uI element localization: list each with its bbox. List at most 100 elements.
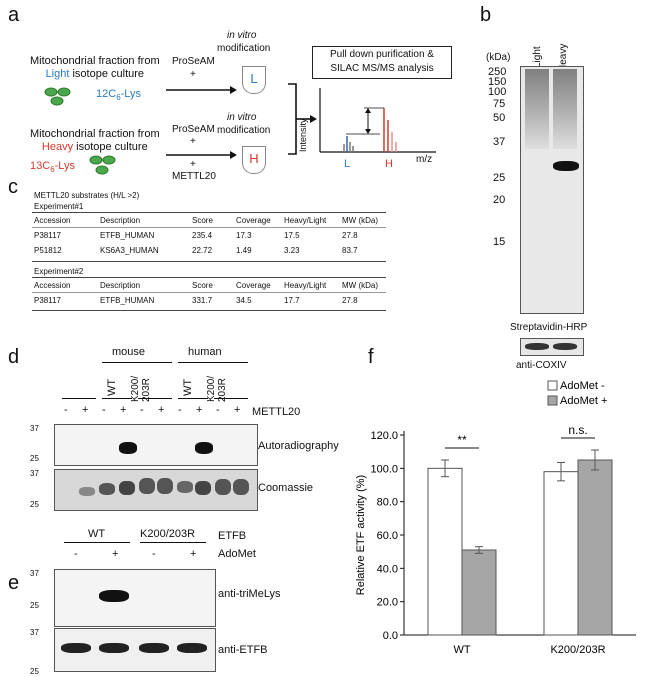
autoradiography-label: Autoradiography [258,440,339,452]
cell: 3.23 [284,246,300,255]
e-etfb-label: ETFB [218,530,247,542]
cell: 22.72 [192,246,213,255]
table1-header-rule [32,227,386,228]
table2-header-rule [32,292,386,293]
light-word: Light [45,68,70,80]
mettl20-bottom: METTL20 [172,171,216,182]
mouse-mut-rule [138,398,172,399]
marker-150: 150 [488,76,507,88]
header-heavy-light: Heavy/Light [284,281,327,290]
cell: 1.49 [236,246,252,255]
e-mutant-label: K200/203R [140,528,196,540]
substrates-title: METTL20 substrates (H/L >2) [34,191,140,200]
legend-swatch [547,380,558,391]
marker-75: 75 [493,98,506,110]
cell: 27.8 [342,231,358,240]
marker-20: 20 [493,194,506,206]
table-row: P51812 KS6A3_HUMAN 22.72 1.49 3.23 83.7 [32,243,386,258]
modification-bottom: modification [217,125,271,136]
sign: + [120,404,127,416]
cell: 17.3 [236,231,252,240]
e-wt-rule [64,542,130,543]
header-coverage: Coverage [236,216,271,225]
mass-spectrum [318,86,438,163]
significance-label: ** [457,433,467,447]
d-marker-37b: 37 [30,469,39,478]
light-lys-post: -Lys [120,88,142,100]
cell: ETFB_HUMAN [100,296,155,305]
mouse-mutant-label: K200/ 203R [130,375,152,402]
autoradiography-blot [54,424,258,466]
cell: 27.8 [342,296,358,305]
header-mw: MW (kDa) [342,216,378,225]
light-lys-sub: 6 [116,93,121,103]
sign: + [112,548,119,560]
merge-bracket [288,82,318,161]
mouse-label: mouse [112,346,146,358]
heavy-tube-icon: H [242,146,266,174]
sign: - [152,548,156,560]
mito-icon-heavy [88,154,122,176]
significance-label: n.s. [568,423,587,437]
sign: + [196,404,203,416]
header-heavy-light: Heavy/Light [284,216,327,225]
trimelys-blot [54,569,216,627]
y-tick-label: 0.0 [383,630,398,642]
table-row: P38117 ETFB_HUMAN 331.7 34.5 17.7 27.8 [32,293,386,308]
table1-bottom-rule [32,261,386,262]
coomassie-label: Coomassie [258,482,314,494]
proseam-bottom: ProSeAM [172,124,215,135]
lane-light-label: Light [532,46,543,68]
panel-label-b: b [480,4,492,26]
plus-bottom-2: + [190,159,196,170]
human-wt-label: WT [182,378,194,396]
panel-label-c: c [8,176,18,198]
human-rule [178,362,248,363]
e-marker-25a: 25 [30,601,39,610]
spectrum-H-label: H [385,158,393,170]
e-marker-37a: 37 [30,569,39,578]
sign: - [74,548,78,560]
e-trimelys-label: anti-triMeLys [218,588,281,600]
y-tick-label: 120.0 [370,430,398,442]
sign: - [216,404,220,416]
proseam-top: ProSeAM [172,56,215,67]
d-marker-25a: 25 [30,454,39,463]
marker-25: 25 [493,172,506,184]
header-accession: Accession [34,281,71,290]
heavy-isotope-culture: isotope culture [73,141,148,153]
y-tick-label: 40.0 [377,563,398,575]
coxiv-blot [520,338,584,356]
human-label: human [188,346,222,358]
marker-37: 37 [493,136,506,148]
mettl20-label: METTL20 [252,406,301,418]
legend-swatch [547,395,558,406]
spectrum-mz-label: m/z [416,154,433,165]
cell: P38117 [34,231,61,240]
sign: + [190,548,197,560]
header-description: Description [100,216,141,225]
relative-etf-activity-chart: 0.0 20.0 40.0 60.0 80.0 100.0 120.0 Relative ET… [356,380,636,656]
marker-250: 250 [488,66,507,78]
arrow-top [166,82,238,100]
legend-label: AdoMet - [560,380,605,392]
cell: 331.7 [192,296,213,305]
anti-etfb-blot [54,628,216,672]
bar [427,467,463,636]
heavy-word: Heavy [41,141,74,153]
light-fraction-line1: Mitochondrial fraction from [30,55,160,67]
y-tick-label: 60.0 [377,530,398,542]
streptavidin-blot [520,66,584,314]
e-wt-label: WT [88,528,106,540]
streptavidin-label: Streptavidin-HRP [510,322,588,333]
panel-label-f: f [368,346,374,368]
experiment1-table: Accession Description Score Coverage Hea… [32,213,386,258]
plus-bottom-1: + [190,136,196,147]
marker-100: 100 [488,86,507,98]
blank-lane-rule [62,398,96,399]
cell: 235.4 [192,231,213,240]
cell: ETFB_HUMAN [100,231,155,240]
arrow-bottom [166,147,238,165]
cell: P38117 [34,296,61,305]
mito-icon-light [43,86,77,106]
